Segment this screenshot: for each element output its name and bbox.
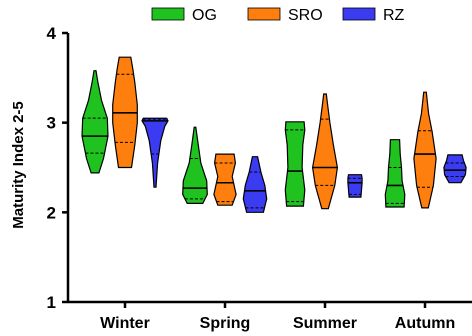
- legend-label-rz: RZ: [383, 7, 405, 24]
- legend-label-og: OG: [192, 7, 217, 24]
- violin-rz-winter: [141, 117, 169, 188]
- violin-rz-spring: [242, 156, 268, 213]
- violin-og-autumn: [384, 139, 406, 208]
- violin-rz-autumn: [443, 154, 467, 184]
- axes: 1 2 3 4: [47, 24, 472, 312]
- y-tick-label: 2: [47, 203, 56, 222]
- legend: OG SRO RZ: [151, 7, 405, 24]
- y-tick-label: 1: [47, 293, 56, 312]
- y-axis-label: Maturity Index 2-5: [10, 101, 27, 229]
- legend-swatch-sro: [247, 7, 281, 21]
- x-tick-label: Spring: [200, 315, 251, 332]
- violin-og-winter: [81, 70, 109, 174]
- violin-og-summer: [284, 121, 306, 207]
- violin-rz-summer: [347, 174, 363, 198]
- violin-sro-summer: [311, 93, 339, 210]
- violin-sro-spring: [213, 153, 237, 206]
- legend-label-sro: SRO: [288, 7, 323, 24]
- x-tick-label: Winter: [100, 315, 150, 332]
- violin-og-spring: [182, 126, 208, 204]
- y-tick-label: 3: [47, 114, 56, 133]
- legend-swatch-og: [151, 7, 185, 21]
- x-tick-labels: Winter Spring Summer Autumn: [100, 315, 455, 332]
- violin-sro-autumn: [413, 91, 437, 209]
- x-tick-label: Autumn: [395, 315, 455, 332]
- legend-swatch-rz: [342, 7, 376, 21]
- violins: [81, 56, 467, 213]
- y-tick-label: 4: [47, 24, 57, 43]
- x-tick-label: Summer: [293, 315, 357, 332]
